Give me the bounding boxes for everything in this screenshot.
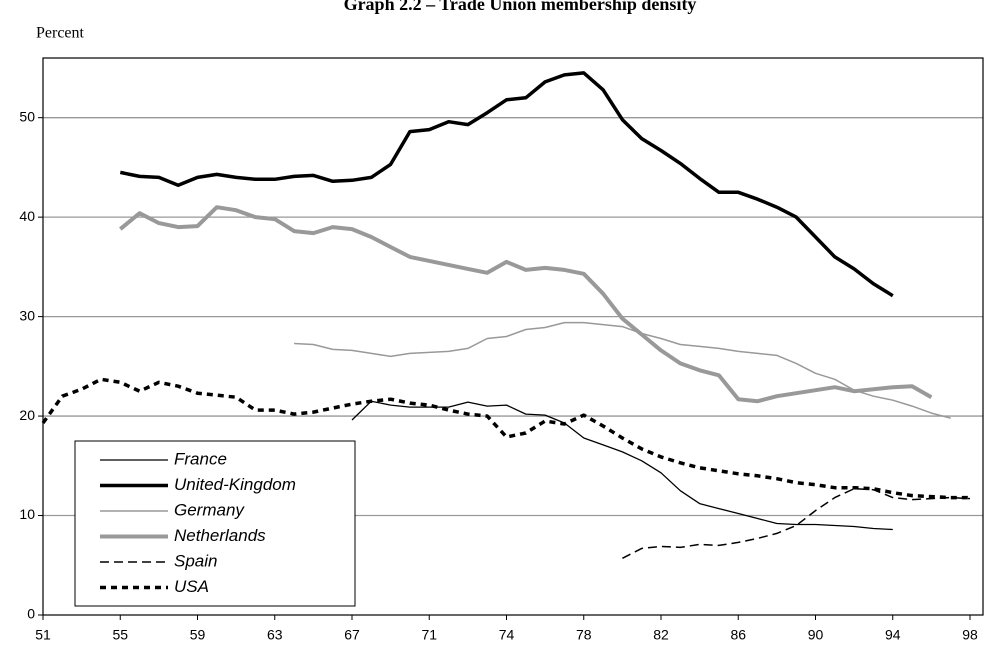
y-tick-label: 10 [19,506,35,522]
y-tick-label: 0 [27,606,35,622]
x-tick-label: 82 [653,627,669,643]
legend-box [74,440,356,607]
x-tick-label: 86 [730,627,746,643]
x-tick-label: 63 [267,627,283,643]
series-line [294,321,951,419]
x-tick-label: 55 [112,627,128,643]
x-tick-label: 98 [962,627,978,643]
x-tick-label: 74 [499,627,515,643]
legend-label: Netherlands [174,526,266,545]
x-tick-label: 67 [344,627,360,643]
y-tick-label: 50 [19,108,35,124]
x-tick-label: 71 [421,627,437,643]
x-tick-label: 94 [885,627,901,643]
x-tick-label: 78 [576,627,592,643]
legend-label: Spain [174,551,217,570]
legend-label: Germany [174,500,245,519]
series-line [119,71,894,298]
series-line [41,377,970,500]
y-tick-label: 30 [19,307,35,323]
chart-title: Graph 2.2 – Trade Union membership densi… [344,0,697,14]
y-axis-label: Percent [36,25,85,42]
series-line [622,487,971,559]
x-tick-label: 59 [190,627,206,643]
series-line [351,400,893,531]
y-tick-label: 20 [19,407,35,423]
y-tick-label: 40 [19,208,35,224]
legend-label: France [174,449,227,468]
legend-label: United-Kingdom [174,475,296,494]
legend-label: USA [174,577,209,596]
series-line [119,205,933,404]
legend: France United-Kingdom Germany Netherlands Sp… [74,440,356,607]
plot-frame [42,57,984,616]
x-tick-label: 90 [808,627,824,643]
x-tick-label: 51 [35,627,51,643]
